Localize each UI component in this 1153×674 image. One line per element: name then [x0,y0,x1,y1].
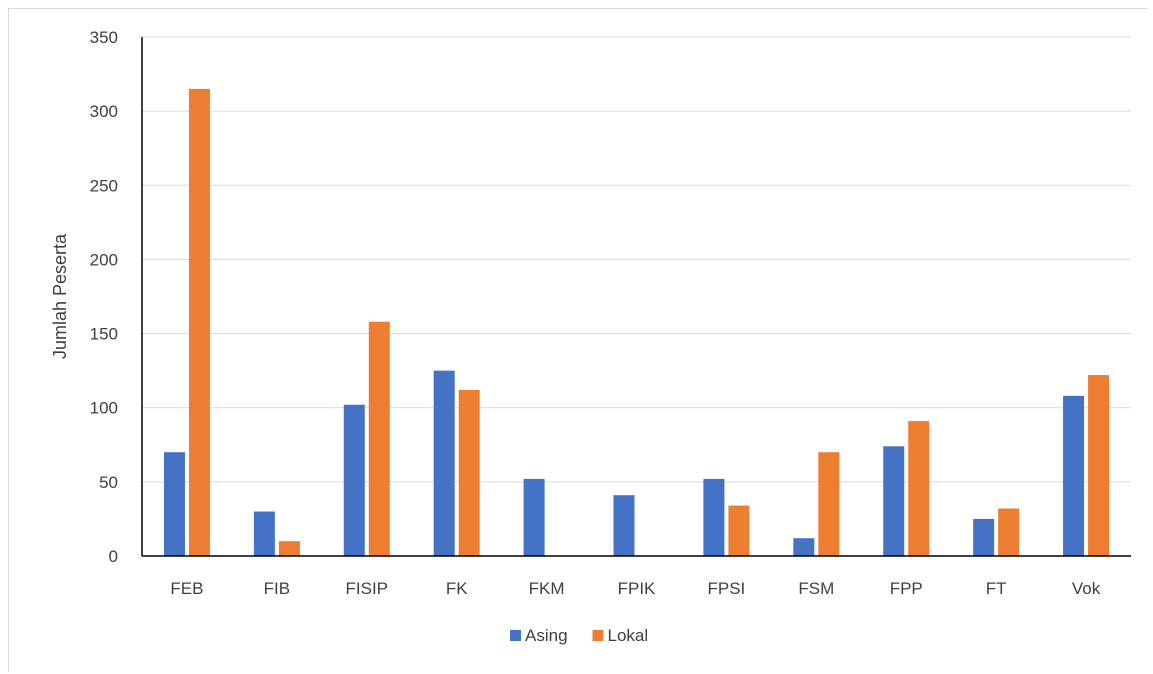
bar-lokal-feb [188,88,210,557]
bar-lokal-fpsi [728,505,750,556]
x-tick-label: FK [446,579,468,598]
x-tick-labels: FEB FIB FISIP FK FKM FPIK FPSI FSM FPP FT Vok [170,579,1100,598]
bar-asing-feb [163,452,185,556]
legend-label-asing: Asing [525,626,568,645]
bar-asing-fib [253,511,275,556]
legend-swatch-lokal [592,630,604,641]
bar-lokal-fib [278,541,300,556]
x-tick-label: FIB [264,579,290,598]
bars [163,88,1110,557]
legend: Asing Lokal [510,626,648,645]
legend-label-lokal: Lokal [608,626,649,645]
x-tick-label: FKM [529,579,565,598]
bar-lokal-fisip [368,321,390,556]
x-tick-label: FPSI [708,579,746,598]
y-tick-label: 50 [99,473,118,492]
bar-lokal-fpp [908,421,930,556]
gridlines [142,36,1131,483]
x-tick-label: Vok [1072,579,1101,598]
y-tick-label: 150 [90,325,118,344]
bar-lokal-vok [1088,375,1110,556]
y-tick-label: 200 [90,250,118,269]
bar-asing-fk [433,370,455,556]
bar-asing-ft [973,518,995,556]
x-tick-label: FT [986,579,1007,598]
y-tick-label: 0 [109,547,118,566]
bar-asing-fkm [523,478,545,556]
bar-asing-vok [1063,395,1085,556]
x-tick-label: FISIP [346,579,389,598]
y-tick-label: 100 [90,399,118,418]
bar-asing-fisip [343,404,365,556]
bar-asing-fpsi [703,478,725,556]
bar-lokal-fsm [818,452,840,556]
bar-lokal-ft [998,508,1020,556]
bar-asing-fpik [613,495,635,556]
bar-lokal-fk [458,389,480,556]
x-tick-label: FPIK [618,579,656,598]
legend-swatch-asing [510,630,521,641]
y-axis-title: Jumlah Peserta [50,233,70,359]
axes [141,37,1131,557]
bar-asing-fpp [883,446,905,556]
bar-asing-fsm [793,538,815,556]
chart-frame [8,8,1148,672]
x-tick-label: FEB [170,579,203,598]
y-tick-label: 350 [90,28,118,47]
x-tick-label: FPP [890,579,923,598]
x-tick-label: FSM [798,579,834,598]
y-tick-labels: 0 50 100 150 200 250 300 350 [90,28,118,566]
y-tick-label: 250 [90,176,118,195]
y-tick-label: 300 [90,102,118,121]
